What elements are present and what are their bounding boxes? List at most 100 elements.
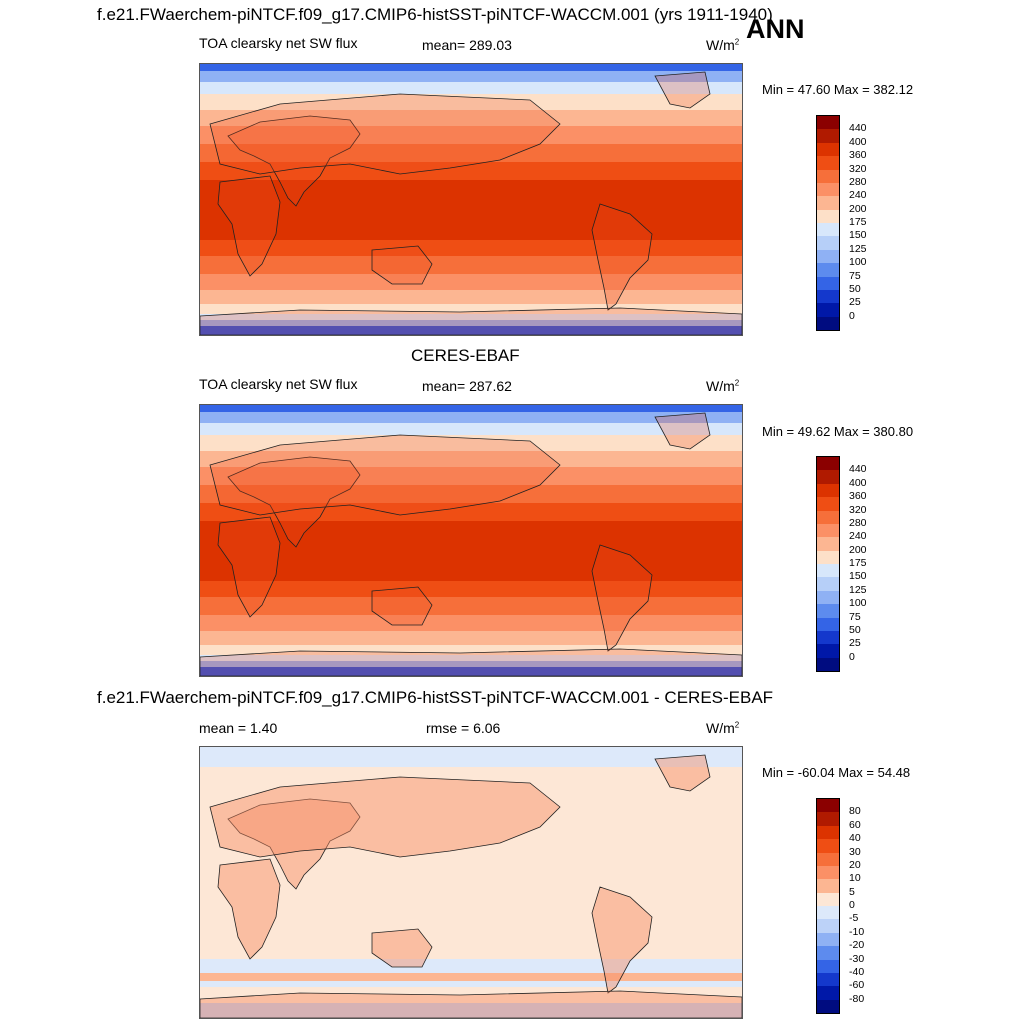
colorbar-swatch (817, 497, 839, 511)
continent-outline (371, 928, 433, 968)
colorbar-swatch (817, 825, 839, 840)
colorbar-swatch (817, 303, 839, 317)
colorbar-swatch (817, 959, 839, 973)
latitude-band (200, 435, 742, 451)
colorbar-tick-label: 150 (849, 229, 867, 242)
panel-diff-rmse: rmse = 6.06 (426, 720, 501, 736)
latitude-band (200, 162, 742, 180)
colorbar-tick-label: -5 (849, 912, 859, 925)
season-label: ANN (746, 14, 805, 44)
latitude-band (200, 521, 742, 581)
panel-diff-map (199, 746, 743, 1019)
latitude-band (200, 581, 742, 597)
colorbar-tick-label: 200 (849, 543, 867, 556)
latitude-band (200, 503, 742, 521)
colorbar-swatch (817, 604, 839, 618)
latitude-band (200, 304, 742, 314)
colorbar-swatch (817, 156, 839, 170)
colorbar-tick-label: 320 (849, 503, 867, 516)
colorbar-swatch (817, 657, 839, 671)
panel-diff-mean: mean = 1.40 (199, 720, 278, 736)
colorbar-swatch (817, 550, 839, 564)
colorbar-tick-label: -60 (849, 979, 865, 992)
continent-outline (227, 456, 361, 548)
colorbar-tick-label: 440 (849, 463, 867, 476)
colorbar-swatch (817, 999, 839, 1013)
continent-outline (591, 886, 653, 994)
continent-outline (227, 115, 361, 207)
latitude-band (200, 631, 742, 645)
panel-model-map (199, 63, 743, 336)
colorbar-tick-label: 5 (849, 885, 855, 898)
colorbar-tick-label: -10 (849, 925, 865, 938)
colorbar-swatch (817, 537, 839, 551)
colorbar-swatch (817, 986, 839, 1000)
colorbar-swatch (817, 523, 839, 538)
colorbar-tick-label: -40 (849, 965, 865, 978)
colorbar-swatch (817, 644, 839, 658)
colorbar-swatch (817, 116, 839, 130)
colorbar-swatch (817, 865, 839, 880)
colorbar-swatch (817, 276, 839, 290)
colorbar-swatch (817, 630, 839, 645)
latitude-band (200, 126, 742, 144)
colorbar-tick-label: 0 (849, 309, 855, 322)
latitude-band (200, 959, 742, 973)
colorbar-swatch (817, 223, 839, 237)
latitude-band (200, 64, 742, 71)
colorbar-swatch (817, 932, 839, 947)
panel-obs-minmax: Min = 49.62 Max = 380.80 (762, 424, 914, 439)
colorbar-tick-label: 125 (849, 583, 867, 596)
latitude-band (200, 240, 742, 256)
colorbar-swatch (817, 316, 839, 330)
latitude-band (200, 326, 742, 335)
colorbar-tick-label: 400 (849, 476, 867, 489)
colorbar-tick-label: 20 (849, 858, 861, 871)
latitude-band (200, 485, 742, 503)
latitude-band (200, 94, 742, 110)
figure-title: f.e21.FWaerchem-piNTCF.f09_g17.CMIP6-his… (97, 5, 773, 24)
latitude-band (200, 290, 742, 304)
continent-outline (371, 586, 433, 626)
colorbar-tick-label: 75 (849, 610, 861, 623)
latitude-band (200, 180, 742, 240)
colorbar-swatch (817, 209, 839, 223)
latitude-band (200, 645, 742, 655)
panel-obs-units: W/m2 (706, 378, 740, 394)
panel-obs-variable: TOA clearsky net SW flux (199, 376, 358, 392)
panel-model-colorbar (816, 115, 840, 331)
colorbar-tick-label: 25 (849, 637, 861, 650)
continent-outline (217, 175, 281, 277)
colorbar-tick-label: -30 (849, 952, 865, 965)
colorbar-tick-label: 0 (849, 650, 855, 663)
panel-diff-colorbar (816, 798, 840, 1014)
colorbar-swatch (817, 196, 839, 210)
colorbar-tick-label: 10 (849, 872, 861, 885)
latitude-band (200, 412, 742, 423)
panel-diff-minmax: Min = -60.04 Max = 54.48 (762, 765, 911, 780)
colorbar-tick-label: 125 (849, 242, 867, 255)
colorbar-swatch (817, 142, 839, 157)
panel-model-units: W/m2 (706, 37, 740, 53)
latitude-band (200, 405, 742, 412)
latitude-band (200, 423, 742, 435)
continent-outline (209, 434, 561, 516)
continent-outline (591, 203, 653, 311)
colorbar-swatch (817, 617, 839, 631)
latitude-band (200, 110, 742, 126)
latitude-band (200, 597, 742, 615)
colorbar-tick-label: 75 (849, 269, 861, 282)
panel-diff-units: W/m2 (706, 720, 740, 736)
colorbar-swatch (817, 510, 839, 524)
continent-outline (209, 93, 561, 175)
colorbar-tick-label: -80 (849, 992, 865, 1005)
panel-obs-map (199, 404, 743, 677)
colorbar-swatch (817, 249, 839, 264)
panel-model-mean: mean= 289.03 (422, 37, 512, 53)
latitude-band (200, 71, 742, 82)
latitude-band (200, 320, 742, 326)
colorbar-swatch (817, 972, 839, 987)
colorbar-swatch (817, 457, 839, 471)
latitude-band (200, 767, 742, 807)
colorbar-tick-label: -20 (849, 939, 865, 952)
